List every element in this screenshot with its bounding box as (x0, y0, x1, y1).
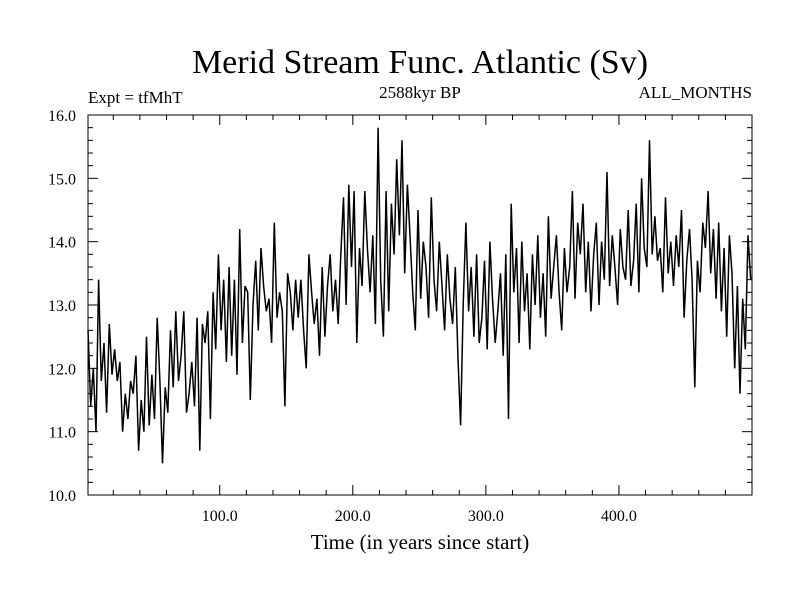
x-tick-labels: 100.0 200.0 300.0 400.0 (202, 508, 637, 525)
y-tick-label: 16.0 (48, 108, 76, 125)
x-tick-label: 400.0 (601, 508, 637, 525)
x-axis-label: Time (in years since start) (311, 530, 530, 554)
experiment-label: Expt = tfMhT (88, 88, 183, 107)
series-group (87, 127, 752, 464)
y-tick-label: 15.0 (48, 171, 76, 188)
axis-ticks (88, 114, 752, 496)
y-tick-label: 11.0 (49, 425, 76, 442)
x-tick-label: 100.0 (202, 508, 238, 525)
y-tick-label: 12.0 (48, 361, 76, 378)
y-tick-label: 14.0 (48, 235, 76, 252)
y-tick-label: 13.0 (48, 298, 76, 315)
period-label: 2588kyr BP (379, 83, 461, 102)
y-tick-labels: 10.0 11.0 12.0 13.0 14.0 15.0 16.0 (48, 108, 76, 505)
x-tick-label: 300.0 (468, 508, 504, 525)
series-line (87, 127, 752, 464)
y-tick-label: 10.0 (48, 488, 76, 505)
chart-title: Merid Stream Func. Atlantic (Sv) (192, 44, 648, 81)
months-label: ALL_MONTHS (639, 83, 752, 102)
x-tick-label: 200.0 (335, 508, 371, 525)
plot-frame (87, 114, 753, 496)
